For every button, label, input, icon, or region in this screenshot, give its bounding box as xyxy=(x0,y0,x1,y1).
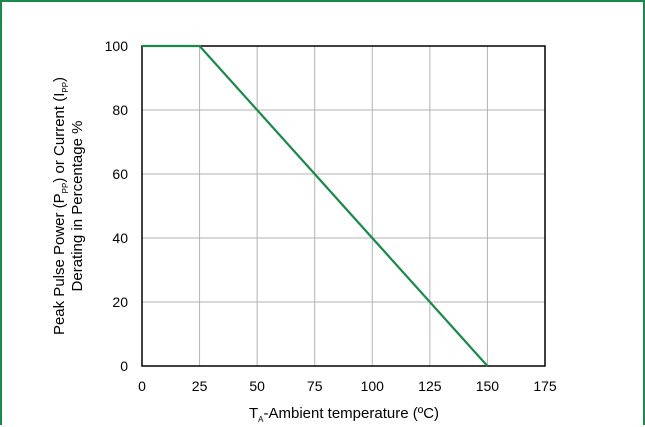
y-tick-labels: 0 20 40 60 80 100 xyxy=(105,38,129,374)
x-tick-label: 25 xyxy=(192,378,208,394)
y-axis-label-line2: Derating in Percentage % xyxy=(69,121,86,292)
y-tick-label: 0 xyxy=(120,358,128,374)
y-tick-label: 60 xyxy=(112,166,128,182)
x-tick-label: 100 xyxy=(361,378,385,394)
y-tick-label: 80 xyxy=(112,102,128,118)
plot-area-border xyxy=(141,45,546,367)
x-tick-label: 75 xyxy=(307,378,323,394)
x-axis-label: TA-Ambient temperature (ºC) xyxy=(249,405,439,424)
x-tick-label: 175 xyxy=(533,378,557,394)
y-axis-label: Peak Pulse Power (PPP) or Current (IPP) … xyxy=(51,77,86,335)
y-tick-label: 40 xyxy=(112,230,128,246)
y-tick-label: 100 xyxy=(105,38,129,54)
y-tick-label: 20 xyxy=(112,294,128,310)
x-tick-label: 150 xyxy=(476,378,500,394)
x-tick-label: 50 xyxy=(249,378,265,394)
x-tick-label: 125 xyxy=(418,378,442,394)
x-tick-labels: 0 25 50 75 100 125 150 175 xyxy=(138,378,557,394)
y-axis-label-line1: Peak Pulse Power (PPP) or Current (IPP) xyxy=(51,77,70,335)
derating-curve xyxy=(142,44,489,367)
x-tick-label: 0 xyxy=(138,378,146,394)
